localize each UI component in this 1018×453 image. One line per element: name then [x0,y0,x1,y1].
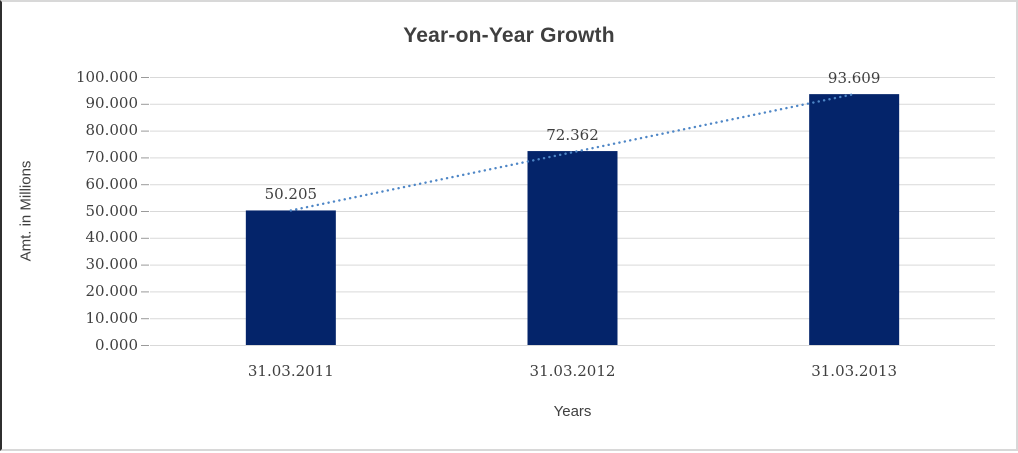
bar [809,94,900,346]
trendline [289,92,856,212]
y-tick-label: 0.000 [95,335,138,354]
y-tick-label: 60.000 [85,174,139,193]
x-tick-label: 31.03.2011 [247,362,334,380]
y-tick-label: 40.000 [85,228,139,247]
y-tick-label: 80.000 [85,121,139,140]
y-tick-label: 20.000 [85,281,139,300]
bar [527,151,618,345]
bar-value-label: 93.609 [827,69,881,88]
y-tick-label: 70.000 [85,147,139,166]
bar [245,210,336,345]
bar-value-label: 72.362 [546,126,599,145]
bar-value-label: 50.205 [264,185,318,204]
chart-title: Year-on-Year Growth [403,24,615,47]
y-tick-label: 30.000 [85,255,139,274]
x-tick-label: 31.03.2013 [811,362,898,380]
y-tick-label: 100.000 [75,67,138,86]
x-axis-title: Years [553,403,592,420]
y-tick-label: 90.000 [85,94,139,113]
y-tick-label: 50.000 [85,201,139,220]
x-tick-label: 31.03.2012 [529,362,616,380]
y-tick-label: 10.000 [85,308,139,327]
